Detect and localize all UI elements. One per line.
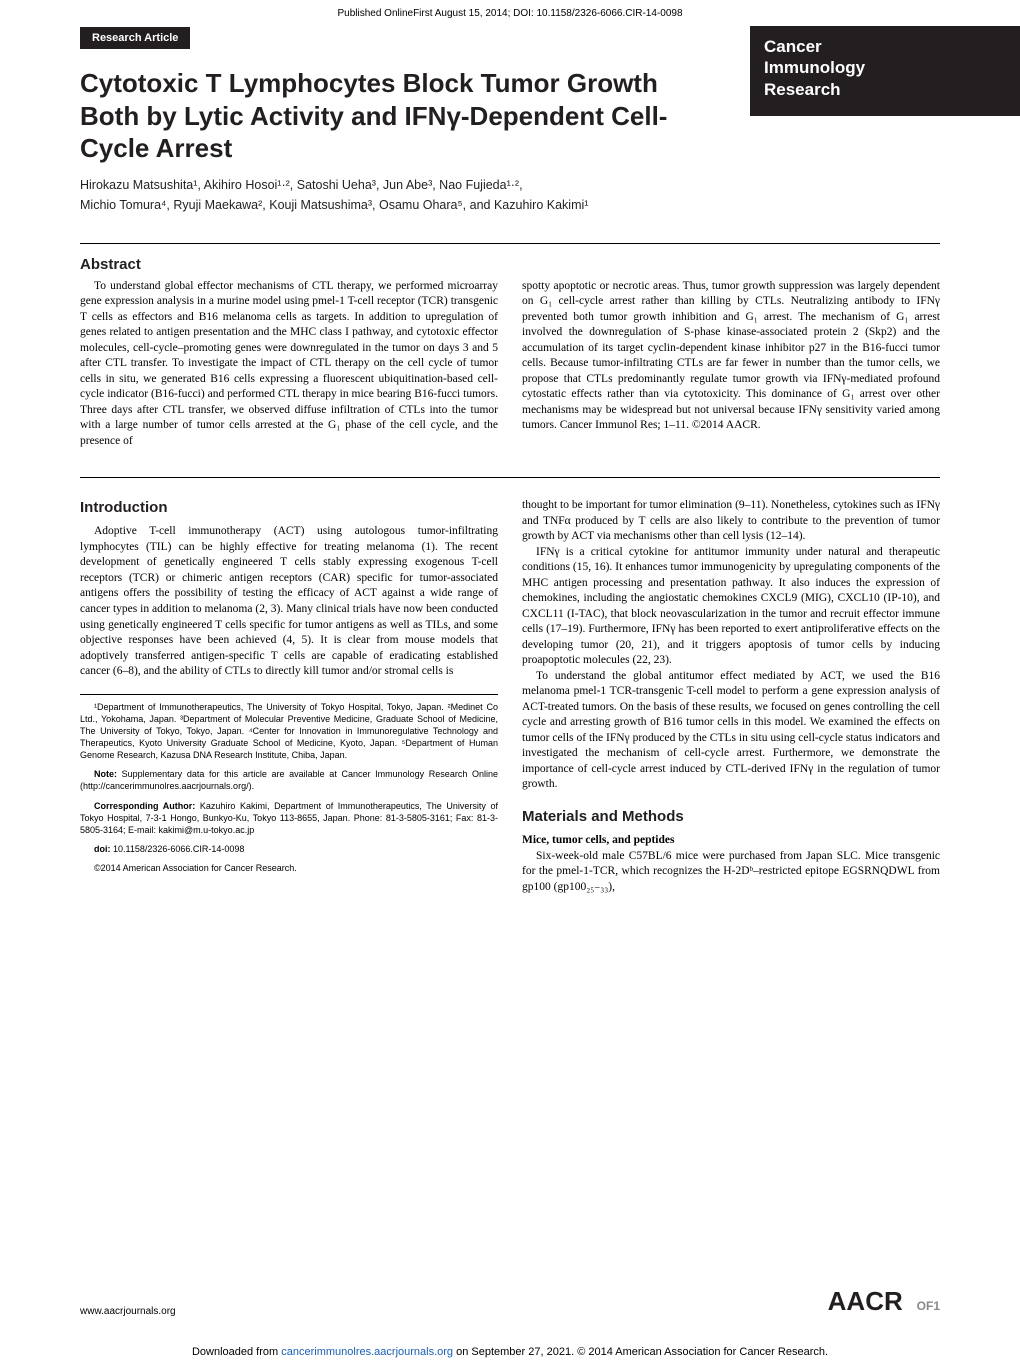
affiliation-divider xyxy=(80,694,498,695)
download-line: Downloaded from cancerimmunolres.aacrjou… xyxy=(0,1345,1020,1359)
abstract-p1: To understand global effector mechanisms… xyxy=(80,279,498,450)
corresponding-author: Corresponding Author: Kazuhiro Kakimi, D… xyxy=(80,800,498,836)
authors-block: Hirokazu Matsushita¹, Akihiro Hosoi¹·², … xyxy=(80,175,940,215)
body-columns: Introduction Adoptive T-cell immunothera… xyxy=(80,498,940,895)
methods-subheading-1: Mice, tumor cells, and peptides xyxy=(522,833,940,849)
copyright-line: ©2014 American Association for Cancer Re… xyxy=(80,862,498,874)
article-title: Cytotoxic T Lymphocytes Block Tumor Grow… xyxy=(80,67,720,165)
journal-name-block: Cancer Immunology Research xyxy=(750,26,1020,116)
download-link[interactable]: cancerimmunolres.aacrjournals.org xyxy=(281,1346,453,1358)
authors-line-1: Hirokazu Matsushita¹, Akihiro Hosoi¹·², … xyxy=(80,175,940,195)
note-label: Note: xyxy=(94,769,117,779)
methods-heading: Materials and Methods xyxy=(522,807,940,827)
divider xyxy=(80,243,940,244)
article-type-badge: Research Article xyxy=(80,27,190,49)
corr-label: Corresponding Author: xyxy=(94,801,195,811)
download-post: on September 27, 2021. © 2014 American A… xyxy=(453,1346,828,1358)
authors-line-2: Michio Tomura⁴, Ryuji Maekawa², Kouji Ma… xyxy=(80,195,940,215)
journal-name-line3: Research xyxy=(764,79,1006,100)
note-text: Supplementary data for this article are … xyxy=(80,769,498,791)
doi-line: doi: 10.1158/2326-6066.CIR-14-0098 xyxy=(80,843,498,855)
doi-label: doi: xyxy=(94,844,111,854)
body-section: Introduction Adoptive T-cell immunothera… xyxy=(80,498,940,895)
abstract-heading: Abstract xyxy=(80,256,940,273)
download-pre: Downloaded from xyxy=(192,1346,281,1358)
journal-name-line1: Cancer xyxy=(764,36,1006,57)
published-line: Published OnlineFirst August 15, 2014; D… xyxy=(0,0,1020,27)
page-number: OF1 xyxy=(917,1299,940,1313)
abstract-section: Abstract To understand global effector m… xyxy=(80,256,940,450)
affiliations-block: ¹Department of Immunotherapeutics, The U… xyxy=(80,701,498,875)
introduction-heading: Introduction xyxy=(80,498,498,518)
divider xyxy=(80,477,940,478)
aacr-logo: AACR xyxy=(828,1286,903,1316)
intro-p2: thought to be important for tumor elimin… xyxy=(522,498,940,545)
main-content: Cytotoxic T Lymphocytes Block Tumor Grow… xyxy=(80,67,940,895)
intro-p1: Adoptive T-cell immunotherapy (ACT) usin… xyxy=(80,524,498,679)
abstract-body: To understand global effector mechanisms… xyxy=(80,279,940,450)
methods-sub1-p: Six-week-old male C57BL/6 mice were purc… xyxy=(522,849,940,896)
affiliation-departments: ¹Department of Immunotherapeutics, The U… xyxy=(80,701,498,762)
affiliation-note: Note: Supplementary data for this articl… xyxy=(80,768,498,792)
intro-p3: IFNγ is a critical cytokine for antitumo… xyxy=(522,545,940,669)
footer: www.aacrjournals.org AACR OF1 xyxy=(80,1286,940,1317)
abstract-p2: spotty apoptotic or necrotic areas. Thus… xyxy=(522,279,940,434)
intro-p4: To understand the global antitumor effec… xyxy=(522,669,940,793)
doi-text: 10.1158/2326-6066.CIR-14-0098 xyxy=(111,844,245,854)
footer-url: www.aacrjournals.org xyxy=(80,1306,176,1317)
journal-name-line2: Immunology xyxy=(764,57,1006,78)
